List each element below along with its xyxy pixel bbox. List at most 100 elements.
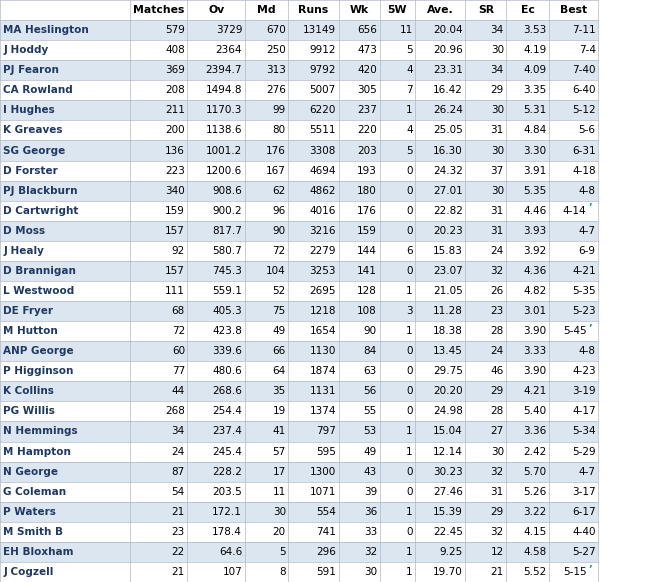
Bar — [415, 301, 465, 321]
Text: 8: 8 — [279, 567, 286, 577]
Text: 4.09: 4.09 — [523, 65, 546, 75]
Text: 7-40: 7-40 — [572, 65, 596, 75]
Text: 237.4: 237.4 — [212, 427, 242, 436]
Bar — [245, 20, 288, 40]
Text: 87: 87 — [172, 467, 185, 477]
Bar — [130, 482, 187, 502]
Text: 28: 28 — [491, 326, 504, 336]
Text: 64: 64 — [273, 366, 286, 377]
Bar — [339, 40, 380, 60]
Text: 4.58: 4.58 — [523, 547, 546, 557]
Text: 66: 66 — [273, 346, 286, 356]
Text: 3.33: 3.33 — [523, 346, 546, 356]
Text: 20.20: 20.20 — [433, 386, 463, 396]
Text: 193: 193 — [357, 166, 377, 176]
Text: 313: 313 — [266, 65, 286, 75]
Bar — [288, 321, 339, 341]
Text: 77: 77 — [172, 366, 185, 377]
Bar — [465, 221, 506, 241]
Bar — [415, 562, 465, 582]
Text: 22: 22 — [172, 547, 185, 557]
Bar — [506, 321, 549, 341]
Text: 141: 141 — [357, 266, 377, 276]
Text: D Brannigan: D Brannigan — [3, 266, 76, 276]
Bar — [339, 442, 380, 462]
Text: 4-23: 4-23 — [572, 366, 596, 377]
Text: 27.46: 27.46 — [433, 487, 463, 496]
Text: 29: 29 — [491, 86, 504, 95]
Bar — [465, 201, 506, 221]
Bar — [0, 20, 130, 40]
Bar — [415, 201, 465, 221]
Text: 68: 68 — [172, 306, 185, 316]
Bar — [0, 442, 130, 462]
Bar — [0, 40, 130, 60]
Bar — [506, 502, 549, 522]
Text: 579: 579 — [165, 25, 185, 35]
Bar — [245, 381, 288, 402]
Bar — [415, 40, 465, 60]
Bar — [245, 421, 288, 442]
Text: 111: 111 — [165, 286, 185, 296]
Bar — [415, 421, 465, 442]
Text: PG Willis: PG Willis — [3, 406, 55, 416]
Bar — [380, 502, 415, 522]
Bar — [506, 140, 549, 161]
Text: 908.6: 908.6 — [212, 186, 242, 196]
Bar — [0, 361, 130, 381]
Bar — [506, 161, 549, 180]
Bar — [380, 80, 415, 100]
Text: 180: 180 — [357, 186, 377, 196]
Bar — [465, 161, 506, 180]
Bar — [288, 0, 339, 20]
Bar — [415, 522, 465, 542]
Bar — [415, 20, 465, 40]
Bar — [465, 120, 506, 140]
Text: 55: 55 — [364, 406, 377, 416]
Text: 30.23: 30.23 — [433, 467, 463, 477]
Bar — [339, 462, 380, 482]
Bar — [415, 341, 465, 361]
Text: 0: 0 — [406, 226, 413, 236]
Bar — [288, 522, 339, 542]
Text: 656: 656 — [357, 25, 377, 35]
Bar — [288, 502, 339, 522]
Bar — [187, 120, 245, 140]
Bar — [288, 60, 339, 80]
Text: 54: 54 — [172, 487, 185, 496]
Bar — [339, 261, 380, 281]
Bar — [465, 241, 506, 261]
Text: 26.24: 26.24 — [433, 105, 463, 115]
Bar — [187, 502, 245, 522]
Text: 5511: 5511 — [309, 126, 336, 136]
Text: 4.19: 4.19 — [523, 45, 546, 55]
Bar — [130, 80, 187, 100]
Text: 15.04: 15.04 — [433, 427, 463, 436]
Text: 28: 28 — [491, 406, 504, 416]
Bar — [339, 421, 380, 442]
Bar — [506, 60, 549, 80]
Bar — [339, 140, 380, 161]
Text: 591: 591 — [316, 567, 336, 577]
Text: 167: 167 — [266, 166, 286, 176]
Bar — [0, 522, 130, 542]
Text: 36: 36 — [364, 507, 377, 517]
Bar — [465, 321, 506, 341]
Text: 2695: 2695 — [309, 286, 336, 296]
Text: 473: 473 — [357, 45, 377, 55]
Bar — [549, 381, 598, 402]
Text: DE Fryer: DE Fryer — [3, 306, 53, 316]
Bar — [130, 341, 187, 361]
Bar — [187, 20, 245, 40]
Bar — [245, 542, 288, 562]
Text: 580.7: 580.7 — [212, 246, 242, 256]
Text: Best: Best — [560, 5, 587, 15]
Text: 39: 39 — [364, 487, 377, 496]
Text: 745.3: 745.3 — [212, 266, 242, 276]
Text: 408: 408 — [165, 45, 185, 55]
Bar — [380, 0, 415, 20]
Text: 21: 21 — [172, 567, 185, 577]
Text: 60: 60 — [172, 346, 185, 356]
Text: N Hemmings: N Hemmings — [3, 427, 78, 436]
Bar — [339, 221, 380, 241]
